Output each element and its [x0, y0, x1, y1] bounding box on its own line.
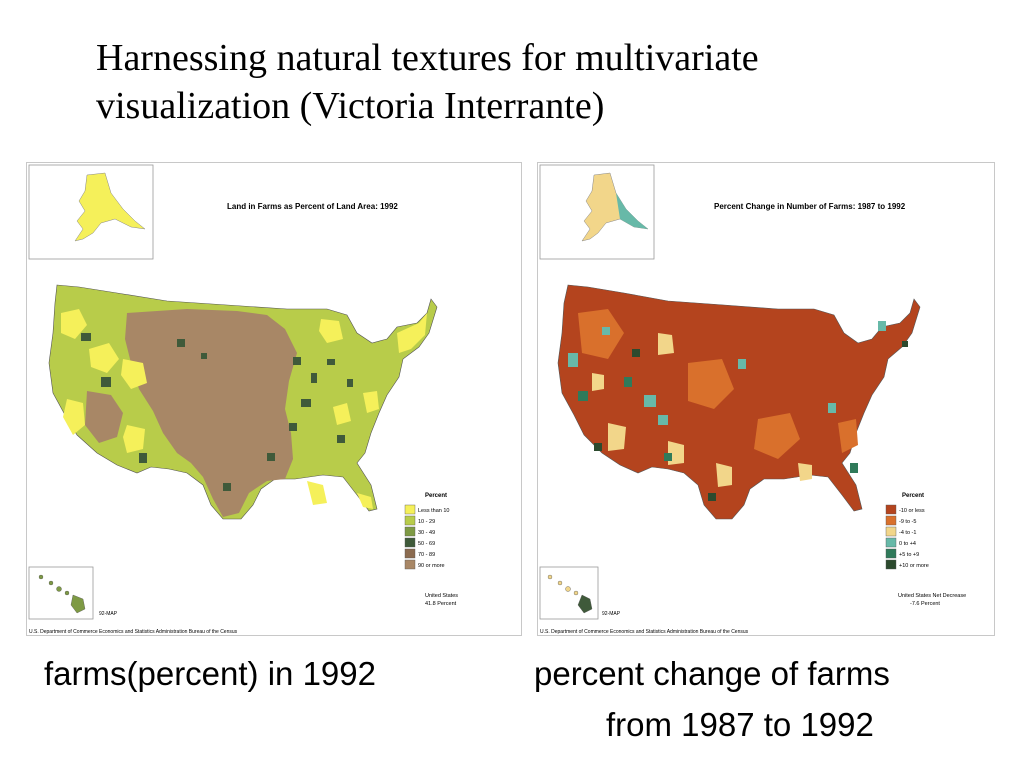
small-increase-patches — [568, 321, 886, 425]
legend-swatch — [404, 559, 416, 570]
legend-swatch — [404, 504, 416, 515]
map-panel-farmland: Land in Farms as Percent of Land Area: 1… — [26, 162, 522, 636]
hawaii-shape — [38, 574, 86, 614]
legend-label: 70 - 89 — [418, 552, 435, 558]
legend-label: -9 to -5 — [899, 519, 916, 525]
map-panel-farm-change: Percent Change in Number of Farms: 1987 … — [537, 162, 995, 636]
us-mainland-shape — [557, 284, 921, 520]
farmland-map-svg: Land in Farms as Percent of Land Area: 1… — [28, 164, 458, 635]
slide-title: Harnessing natural textures for multivar… — [96, 34, 956, 130]
legend-swatch — [885, 548, 897, 559]
caption-right-line2: from 1987 to 1992 — [606, 706, 874, 743]
hawaii-shape — [547, 574, 593, 614]
great-plains-region — [125, 309, 297, 517]
slide-title-line1: Harnessing natural textures for multivar… — [96, 37, 759, 79]
legend-label: -10 or less — [899, 508, 925, 514]
us-note-line2: 41.8 Percent — [425, 601, 457, 607]
legend-title: Percent — [425, 493, 447, 499]
caption-left: farms(percent) in 1992 — [44, 655, 376, 692]
high-farmland-patches — [81, 333, 353, 491]
us-note-line1: United States — [425, 593, 458, 599]
legend-label: -4 to -1 — [899, 530, 916, 536]
legend-label: +5 to +9 — [899, 552, 919, 558]
california-central-region — [85, 391, 123, 443]
legend-swatch — [885, 537, 897, 548]
map-title: Percent Change in Number of Farms: 1987 … — [714, 202, 906, 211]
legend-swatch — [885, 504, 897, 515]
map-code: 92-MAP — [602, 611, 621, 617]
farm-change-map-svg: Percent Change in Number of Farms: 1987 … — [539, 164, 966, 635]
legend-label: 50 - 69 — [418, 541, 435, 547]
moderate-decrease-patches — [578, 309, 858, 459]
hawaii-inset-frame — [28, 566, 94, 620]
legend-label: 30 - 49 — [418, 530, 435, 536]
legend-label: 10 - 29 — [418, 519, 435, 525]
map-code: 92-MAP — [99, 611, 118, 617]
hawaii-inset-frame — [539, 566, 599, 620]
legend-swatch — [404, 526, 416, 537]
map-footer: U.S. Department of Commerce Economics an… — [540, 629, 749, 635]
us-note-line1: United States Net Decrease — [898, 593, 966, 599]
legend-swatch — [404, 548, 416, 559]
legend-title: Percent — [902, 493, 924, 499]
legend-label: +10 or more — [899, 563, 929, 569]
alaska-southeast-shape — [616, 193, 648, 229]
legend-swatch — [885, 526, 897, 537]
map-title: Land in Farms as Percent of Land Area: 1… — [227, 202, 398, 211]
legend-swatch — [404, 537, 416, 548]
moderate-increase-patches — [578, 377, 858, 473]
small-decrease-patches — [592, 333, 812, 487]
slide-title-line2: visualization (Victoria Interrante) — [96, 85, 605, 127]
legend: -10 or less -9 to -5 -4 to -1 0 to +4 +5 to … — [885, 504, 929, 570]
legend-label: Less than 10 — [418, 508, 450, 514]
large-increase-patches — [594, 341, 908, 501]
alaska-shape — [74, 172, 146, 242]
legend: Less than 10 10 - 29 30 - 49 50 - 69 70 - 89… — [404, 504, 450, 570]
legend-swatch — [404, 515, 416, 526]
low-farmland-patches — [61, 309, 427, 509]
caption-right-line1: percent change of farms — [534, 655, 890, 692]
legend-swatch — [885, 515, 897, 526]
legend-swatch — [885, 559, 897, 570]
legend-label: 0 to +4 — [899, 541, 916, 547]
us-note-line2: -7.6 Percent — [910, 601, 940, 607]
map-footer: U.S. Department of Commerce Economics an… — [29, 629, 238, 635]
legend-label: 90 or more — [418, 563, 445, 569]
